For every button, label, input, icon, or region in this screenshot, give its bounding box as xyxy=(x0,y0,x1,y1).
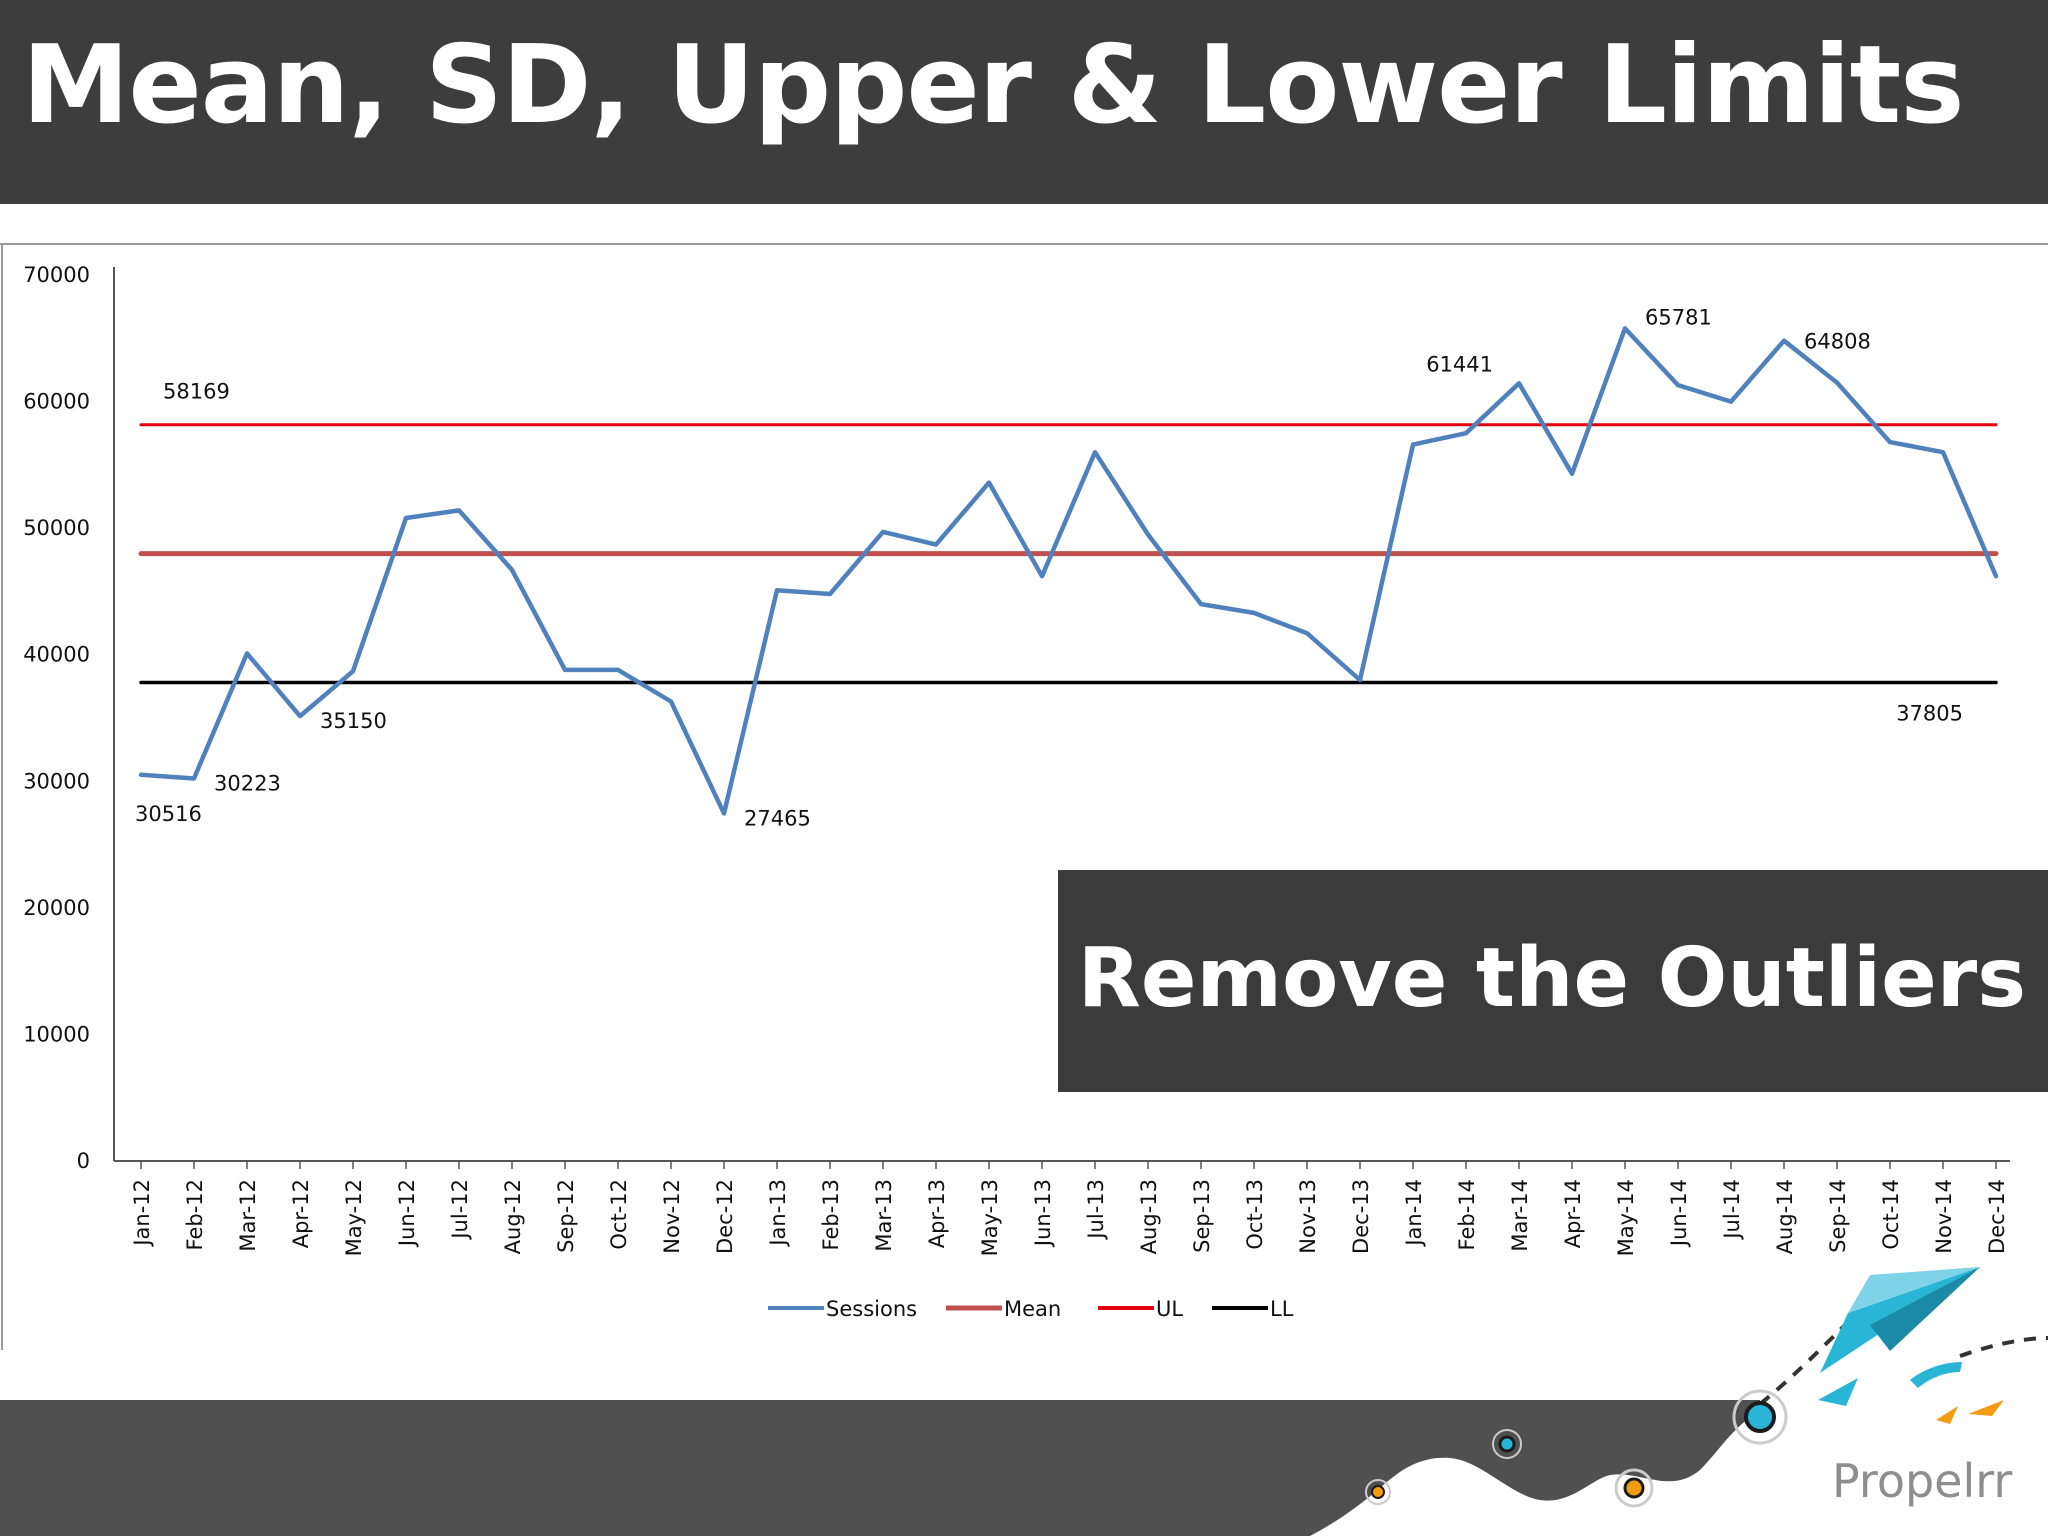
data-label: 65781 xyxy=(1645,305,1712,329)
dot-cyan-large-icon xyxy=(1732,1389,1788,1445)
x-tick-label: Sep-13 xyxy=(1190,1179,1214,1253)
brand-wordmark: Propelrr xyxy=(1832,1454,2013,1508)
callout-box: Remove the Outliers xyxy=(1058,870,2048,1092)
y-tick-label: 50000 xyxy=(23,516,90,540)
data-label: 61441 xyxy=(1426,352,1493,376)
x-tick-label: Jan-14 xyxy=(1402,1179,1426,1248)
y-tick-label: 60000 xyxy=(23,390,90,414)
x-tick-label: Aug-14 xyxy=(1773,1179,1797,1254)
logo-mark-orange2-icon xyxy=(1968,1400,2004,1416)
x-tick-label: Nov-13 xyxy=(1296,1179,1320,1254)
data-label: 58169 xyxy=(163,380,230,404)
legend-label-mean: Mean xyxy=(1004,1297,1061,1321)
data-label: 37805 xyxy=(1896,701,1963,725)
data-label: 30223 xyxy=(214,771,281,795)
series-sessions-line xyxy=(138,326,1999,816)
x-tick-label: Mar-14 xyxy=(1508,1179,1532,1252)
y-tick-label: 10000 xyxy=(23,1022,90,1046)
dot-orange-icon xyxy=(1614,1468,1654,1508)
x-tick-label: Sep-12 xyxy=(554,1179,578,1253)
paper-plane-icon xyxy=(1820,1267,1980,1373)
line-chart: 0 10000 20000 30000 40000 50000 60000 70000 Jan-… xyxy=(0,243,2048,1350)
flight-path-top xyxy=(1959,1336,2048,1358)
x-tick-label: Jul-13 xyxy=(1084,1179,1108,1241)
x-tick-label: Sep-14 xyxy=(1826,1179,1850,1253)
x-tick-label: Nov-14 xyxy=(1932,1179,1956,1254)
x-tick-label: Aug-12 xyxy=(501,1179,525,1254)
x-tick-label: Mar-13 xyxy=(872,1179,896,1252)
x-tick-label: Feb-12 xyxy=(183,1179,207,1250)
x-tick-label: Nov-12 xyxy=(660,1179,684,1254)
x-tick-label: Jun-12 xyxy=(395,1179,419,1248)
x-tick-label: Jan-13 xyxy=(766,1179,790,1248)
data-label: 30516 xyxy=(135,802,202,826)
footer-decoration xyxy=(0,1320,2048,1536)
title-bar: Mean, SD, Upper & Lower Limits xyxy=(0,0,2048,204)
x-tick-label: Oct-14 xyxy=(1879,1179,1903,1250)
legend-label-ul: UL xyxy=(1156,1297,1183,1321)
logo-mark-cyan-arc-icon xyxy=(1910,1362,1962,1388)
x-tick-label: Feb-14 xyxy=(1455,1179,1479,1250)
x-tick-label: Apr-13 xyxy=(925,1179,949,1248)
x-tick-label: May-12 xyxy=(342,1179,366,1256)
logo-mark-cyan-icon xyxy=(1818,1378,1858,1406)
x-tick-label: Oct-12 xyxy=(607,1179,631,1250)
dot-orange-small-icon xyxy=(1365,1479,1391,1505)
legend-label-ll: LL xyxy=(1270,1297,1294,1321)
x-tick-label: Aug-13 xyxy=(1137,1179,1161,1254)
x-tick-label: Jun-14 xyxy=(1667,1179,1691,1248)
x-tick-label: Oct-13 xyxy=(1243,1179,1267,1250)
x-tick-label: Dec-13 xyxy=(1349,1179,1373,1254)
x-tick-label: May-14 xyxy=(1614,1179,1638,1256)
x-tick-label: Dec-14 xyxy=(1985,1179,2009,1254)
x-tick-label: Apr-14 xyxy=(1561,1179,1585,1248)
callout-text: Remove the Outliers xyxy=(1077,931,2026,1026)
y-tick-label: 20000 xyxy=(23,896,90,920)
y-tick-label: 40000 xyxy=(23,643,90,667)
y-tick-label: 70000 xyxy=(23,263,90,287)
chart-panel: 0 10000 20000 30000 40000 50000 60000 70000 Jan-… xyxy=(0,243,2048,1350)
logo-mark-orange-icon xyxy=(1936,1406,1958,1424)
data-label: 27465 xyxy=(744,806,811,830)
footer-band xyxy=(0,1400,1760,1536)
x-tick-label: Jan-12 xyxy=(130,1179,154,1248)
x-tick-label: Jul-12 xyxy=(448,1179,472,1241)
y-tick-label: 0 xyxy=(77,1149,90,1173)
legend-label-sessions: Sessions xyxy=(826,1297,917,1321)
dot-cyan-small-icon xyxy=(1492,1429,1522,1459)
x-tick-label: Mar-12 xyxy=(236,1179,260,1252)
x-tick-label: Dec-12 xyxy=(713,1179,737,1254)
x-tick-label: Feb-13 xyxy=(819,1179,843,1250)
data-label: 35150 xyxy=(320,709,387,733)
x-tick-label: Jun-13 xyxy=(1031,1179,1055,1248)
x-tick-label: May-13 xyxy=(978,1179,1002,1256)
x-tick-label: Apr-12 xyxy=(289,1179,313,1248)
y-tick-label: 30000 xyxy=(23,769,90,793)
x-tick-label: Jul-14 xyxy=(1720,1179,1744,1241)
slide-title: Mean, SD, Upper & Lower Limits xyxy=(22,23,1965,148)
data-label: 64808 xyxy=(1804,330,1871,354)
